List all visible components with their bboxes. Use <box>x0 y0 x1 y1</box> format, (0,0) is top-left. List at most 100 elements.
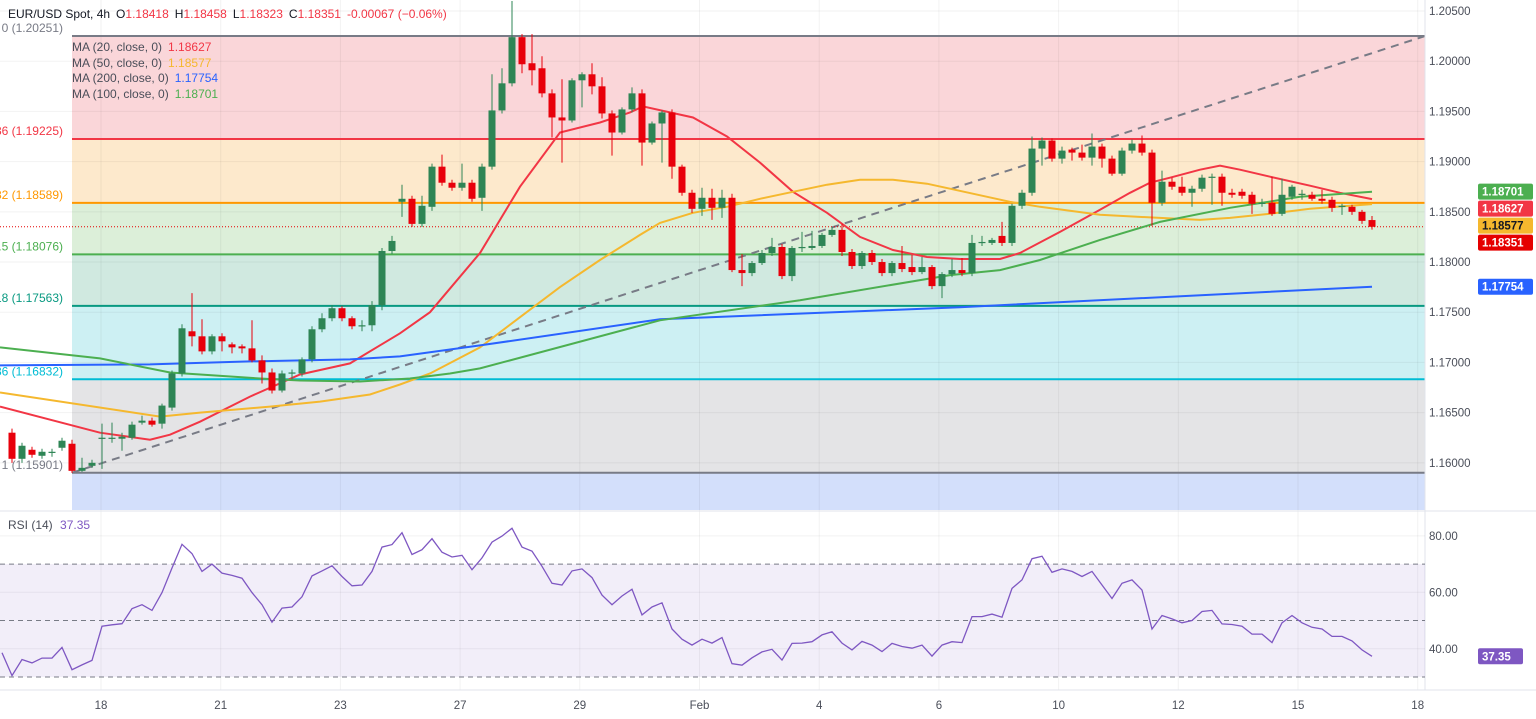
price-tick-label: 1.17000 <box>1429 357 1471 369</box>
candle <box>408 195 416 227</box>
candle-body <box>1208 176 1216 178</box>
open-value: 1.18418 <box>125 7 169 21</box>
candle <box>358 320 366 332</box>
fib-level-label: 1 (1.15901) <box>2 458 63 472</box>
candle-body <box>908 267 916 273</box>
time-tick-label: 4 <box>816 700 823 712</box>
candle-body <box>1008 205 1016 243</box>
rsi-label[interactable]: RSI (14) <box>8 518 53 532</box>
candle-body <box>328 308 336 319</box>
candle-body <box>818 234 826 246</box>
candle <box>678 164 686 196</box>
candle <box>588 63 596 95</box>
symbol-title[interactable]: EUR/USD Spot, 4h <box>8 7 111 21</box>
candle-body <box>1128 143 1136 151</box>
ma-legend-row[interactable]: MA (50, close, 0) 1.18577 <box>72 56 217 71</box>
low-label: L <box>232 7 240 21</box>
close-label: C <box>288 7 298 21</box>
time-tick-label: 23 <box>334 700 347 712</box>
candle <box>308 326 316 363</box>
candle <box>1318 189 1326 204</box>
candle-body <box>1118 150 1126 174</box>
candle-body <box>1308 194 1316 199</box>
candle-body <box>648 123 656 143</box>
ma-price-badge: 1.18627 <box>1482 204 1524 216</box>
candle-body <box>488 110 496 167</box>
candle-body <box>1058 150 1066 159</box>
candle-body <box>378 250 386 306</box>
candle <box>578 72 586 108</box>
ma-name: MA (20, close, 0) <box>72 40 163 54</box>
candle <box>1218 173 1226 206</box>
rsi-legend: RSI (14) 37.35 <box>8 518 90 532</box>
candle-body <box>1368 220 1376 227</box>
ma-name: MA (100, close, 0) <box>72 87 169 102</box>
candle-body <box>848 251 856 267</box>
time-tick-label: Feb <box>690 700 710 712</box>
candle-body <box>338 308 346 319</box>
ma-legend-row[interactable]: MA (100, close, 0) 1.18701 <box>72 87 224 102</box>
candle-body <box>1038 140 1046 149</box>
candle <box>248 320 256 363</box>
candle-body <box>928 267 936 287</box>
candle <box>1288 184 1296 200</box>
candle-body <box>408 198 416 224</box>
candle-body <box>98 437 106 439</box>
candle-body <box>578 74 586 81</box>
candle-body <box>1218 176 1226 193</box>
candle <box>1118 147 1126 176</box>
candle <box>1168 177 1176 190</box>
ma-legend-row[interactable]: MA (20, close, 0) 1.18627 <box>72 40 217 55</box>
candle <box>1248 191 1256 214</box>
low-value: 1.18323 <box>239 7 283 21</box>
candle-body <box>258 360 266 373</box>
candle <box>118 432 126 451</box>
candle <box>718 189 726 218</box>
candle <box>418 195 426 227</box>
candle <box>478 163 486 211</box>
candle <box>648 121 656 145</box>
candle-body <box>558 117 566 121</box>
candle-body <box>178 328 186 374</box>
candle-body <box>1138 143 1146 153</box>
candle <box>628 87 636 113</box>
fib-level-label: 0.5 (1.18076) <box>0 239 63 253</box>
candle-body <box>858 252 866 267</box>
change-value: -0.00067 (−0.06%) <box>346 7 447 21</box>
ma-price-badge-bg <box>1478 200 1533 217</box>
candle-body <box>1018 192 1026 206</box>
candle <box>998 221 1006 246</box>
candle <box>928 265 936 290</box>
candle <box>688 189 696 213</box>
candle-body <box>878 262 886 274</box>
candle-body <box>1258 202 1266 204</box>
candle-body <box>758 252 766 264</box>
candle-body <box>538 68 546 94</box>
candle-body <box>978 241 986 244</box>
candle <box>388 235 396 254</box>
fib-level-label: 0.382 (1.18589) <box>0 188 63 202</box>
candle <box>158 403 166 429</box>
candle-body <box>228 344 236 348</box>
candle <box>708 188 716 220</box>
candle-body <box>828 229 836 235</box>
candle-body <box>1078 152 1086 158</box>
ma-legend-row[interactable]: MA (200, close, 0) 1.17754 <box>72 71 224 86</box>
candle-body <box>68 443 76 471</box>
ma-price-badge-bg <box>1478 278 1533 295</box>
time-tick-label: 27 <box>454 700 467 712</box>
current-price-badge-bg <box>1478 234 1533 251</box>
candle-body <box>218 336 226 342</box>
candle <box>318 313 326 333</box>
candle-body <box>1318 198 1326 201</box>
candle <box>968 234 976 277</box>
candle-body <box>368 305 376 326</box>
candle <box>978 235 986 246</box>
candle-body <box>298 359 306 374</box>
candle-body <box>808 245 816 248</box>
current-price-badge: 1.18351 <box>1482 238 1524 250</box>
candle-body <box>418 205 426 224</box>
candle-body <box>1048 140 1056 159</box>
candle-body <box>508 37 516 84</box>
